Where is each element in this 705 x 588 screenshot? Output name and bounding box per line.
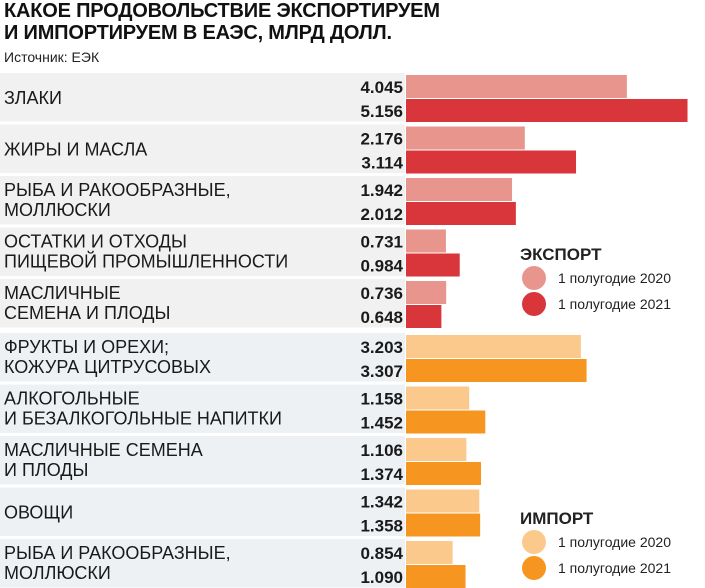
bar <box>406 462 482 485</box>
source-note: Источник: ЕЭК <box>4 49 100 65</box>
bar <box>406 359 587 382</box>
bar <box>406 99 688 122</box>
value-label: 5.156 <box>360 102 403 121</box>
category-label: ОВОЩИ <box>4 503 73 523</box>
bar <box>406 150 577 174</box>
category-label: РЫБА И РАКООБРАЗНЫЕ, МОЛЛЮСКИ <box>4 180 231 220</box>
category-label: АЛКОГОЛЬНЫЕ И БЕЗАЛКОГОЛЬНЫЕ НАПИТКИ <box>4 389 282 429</box>
row-panel <box>0 487 405 536</box>
title-line-2: И ИМПОРТИРУЕМ В ЕАЭС, МЛРД ДОЛЛ. <box>4 22 392 44</box>
value-label: 0.648 <box>360 308 403 327</box>
value-label: 0.854 <box>360 544 403 563</box>
value-label: 0.736 <box>360 284 403 303</box>
bar <box>406 75 627 98</box>
row-panel <box>0 124 405 173</box>
value-label: 1.942 <box>360 181 403 200</box>
category-label: РЫБА И РАКООБРАЗНЫЕ, МОЛЛЮСКИ <box>4 543 231 583</box>
page-title: КАКОЕ ПРОДОВОЛЬСТВИЕ ЭКСПОРТИРУЕМ И ИМПО… <box>4 0 524 44</box>
legend-title: ИМПОРТ <box>520 509 594 528</box>
bar <box>406 541 453 564</box>
row-panel <box>0 176 405 225</box>
category-label: ФРУКТЫ И ОРЕХИ; КОЖУРА ЦИТРУСОВЫХ <box>4 337 211 377</box>
bar <box>406 438 467 461</box>
value-label: 1.358 <box>360 517 403 536</box>
row-panel <box>0 73 405 122</box>
category-label: ОСТАТКИ И ОТХОДЫ ПИЩЕВОЙ ПРОМЫШЛЕННОСТИ <box>4 232 288 272</box>
legend-swatch <box>522 292 546 316</box>
value-label: 1.090 <box>360 568 403 587</box>
row-panel <box>0 333 405 382</box>
value-label: 1.452 <box>360 414 403 433</box>
bar <box>406 513 481 537</box>
row-panel <box>0 384 405 433</box>
category-label: МАСЛИЧНЫЕ СЕМЕНА И ПЛОДЫ <box>4 283 170 323</box>
legend-title: ЭКСПОРТ <box>520 245 602 264</box>
category-label: ЗЛАКИ <box>4 88 62 108</box>
value-label: 2.176 <box>360 130 403 149</box>
bar <box>406 565 466 588</box>
legend-label: 1 полугодие 2021 <box>558 296 671 312</box>
category-label: ЖИРЫ И МАСЛА <box>4 140 147 160</box>
bar <box>406 489 480 513</box>
legend-swatch <box>522 556 546 580</box>
title-line-1: КАКОЕ ПРОДОВОЛЬСТВИЕ ЭКСПОРТИРУЕМ <box>4 0 440 22</box>
value-label: 1.158 <box>360 390 403 409</box>
value-label: 3.114 <box>361 154 403 173</box>
bar <box>406 281 447 304</box>
row-panel <box>0 279 405 328</box>
bar <box>406 335 581 358</box>
value-label: 1.374 <box>360 465 403 484</box>
bar <box>406 386 470 410</box>
legend-label: 1 полугодие 2021 <box>558 560 671 576</box>
bar <box>406 202 516 225</box>
bar <box>406 126 525 150</box>
value-label: 0.984 <box>360 257 403 276</box>
bar <box>406 305 442 328</box>
row-panel <box>0 227 405 276</box>
bar <box>406 229 446 253</box>
legend-swatch <box>522 530 546 554</box>
bar <box>406 178 513 201</box>
value-label: 1.342 <box>360 493 403 512</box>
value-label: 3.203 <box>360 338 403 357</box>
row-panel <box>0 436 405 485</box>
legend-label: 1 полугодие 2020 <box>558 534 671 550</box>
legend-label: 1 полугодие 2020 <box>558 270 671 286</box>
row-panel <box>0 539 405 588</box>
value-label: 2.012 <box>360 205 403 224</box>
legend-swatch <box>522 266 546 290</box>
bar <box>406 410 486 434</box>
value-label: 1.106 <box>360 441 403 460</box>
value-label: 0.731 <box>360 233 403 252</box>
bar <box>406 253 460 277</box>
category-label: МАСЛИЧНЫЕ СЕМЕНА И ПЛОДЫ <box>4 440 203 480</box>
value-label: 3.307 <box>360 362 403 381</box>
value-label: 4.045 <box>360 78 403 97</box>
